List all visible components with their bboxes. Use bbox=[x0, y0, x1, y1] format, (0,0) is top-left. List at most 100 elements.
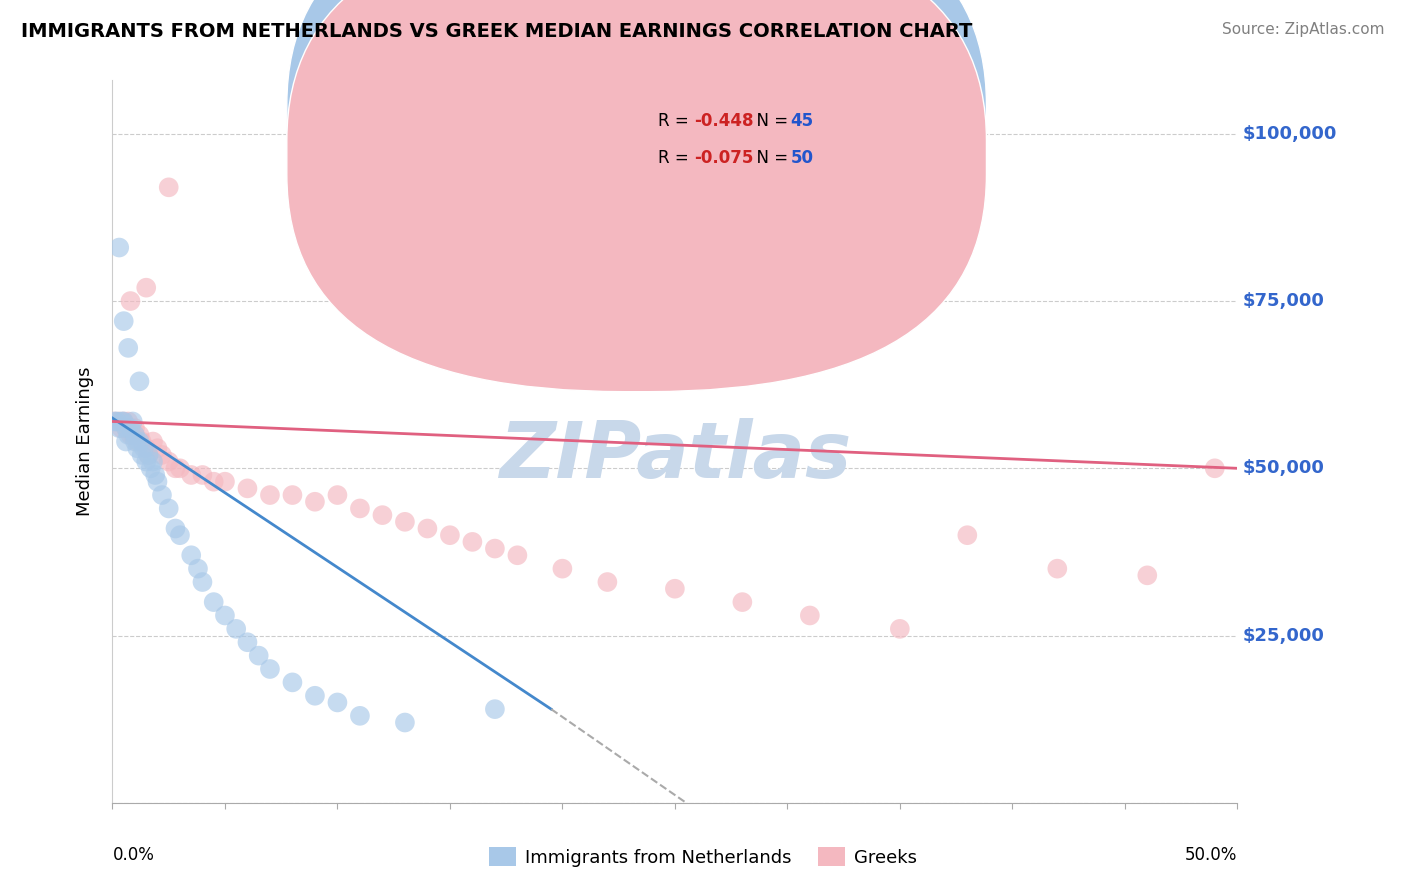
Point bbox=[131, 434, 153, 449]
Point bbox=[150, 448, 173, 462]
Point bbox=[236, 482, 259, 496]
Point bbox=[112, 414, 135, 428]
Point bbox=[128, 427, 150, 442]
Point bbox=[131, 448, 153, 462]
Text: N =: N = bbox=[745, 112, 793, 130]
Point bbox=[371, 508, 394, 523]
Point bbox=[259, 662, 281, 676]
Point bbox=[202, 475, 225, 489]
Point bbox=[143, 467, 166, 482]
Text: -0.075: -0.075 bbox=[695, 149, 754, 167]
Text: -0.448: -0.448 bbox=[695, 112, 754, 130]
Point bbox=[150, 488, 173, 502]
Point bbox=[187, 562, 209, 576]
Point bbox=[104, 414, 127, 428]
Point bbox=[135, 281, 157, 295]
Point bbox=[165, 521, 187, 535]
Point bbox=[120, 293, 142, 308]
Text: Source: ZipAtlas.com: Source: ZipAtlas.com bbox=[1222, 22, 1385, 37]
Point bbox=[165, 461, 187, 475]
Point bbox=[108, 414, 131, 428]
Point bbox=[202, 595, 225, 609]
Point bbox=[225, 622, 247, 636]
Point bbox=[731, 595, 754, 609]
Text: N =: N = bbox=[745, 149, 793, 167]
Point bbox=[484, 702, 506, 716]
Point bbox=[956, 528, 979, 542]
Text: 50: 50 bbox=[790, 149, 814, 167]
Point bbox=[117, 341, 139, 355]
Point bbox=[157, 454, 180, 469]
Point bbox=[484, 541, 506, 556]
Point bbox=[108, 421, 131, 435]
Point bbox=[551, 562, 574, 576]
Text: R =: R = bbox=[658, 149, 695, 167]
Point bbox=[124, 421, 146, 435]
Point bbox=[191, 575, 214, 590]
Point bbox=[139, 461, 162, 475]
Point bbox=[506, 548, 529, 563]
Point bbox=[349, 501, 371, 516]
Text: ZIPatlas: ZIPatlas bbox=[499, 418, 851, 494]
Point bbox=[326, 696, 349, 710]
Point bbox=[191, 467, 214, 482]
Legend: Immigrants from Netherlands, Greeks: Immigrants from Netherlands, Greeks bbox=[481, 840, 925, 874]
Point bbox=[157, 180, 180, 194]
Point bbox=[124, 434, 146, 449]
Point bbox=[169, 461, 191, 475]
Point bbox=[115, 434, 138, 449]
Point bbox=[1046, 562, 1069, 576]
Point bbox=[416, 521, 439, 535]
Text: $100,000: $100,000 bbox=[1243, 125, 1337, 143]
Point bbox=[138, 448, 160, 462]
Point bbox=[124, 427, 146, 442]
FancyBboxPatch shape bbox=[287, 0, 987, 392]
Text: $25,000: $25,000 bbox=[1243, 626, 1324, 645]
Point bbox=[349, 708, 371, 723]
Text: 45: 45 bbox=[790, 112, 814, 130]
Point bbox=[247, 648, 270, 663]
Point bbox=[128, 375, 150, 389]
Point bbox=[394, 715, 416, 730]
FancyBboxPatch shape bbox=[602, 91, 866, 189]
Point bbox=[120, 427, 142, 442]
Point bbox=[127, 434, 149, 449]
Point bbox=[799, 608, 821, 623]
Point bbox=[394, 515, 416, 529]
Point bbox=[138, 448, 160, 462]
Point bbox=[214, 608, 236, 623]
Text: $50,000: $50,000 bbox=[1243, 459, 1324, 477]
Point bbox=[142, 454, 165, 469]
Y-axis label: Median Earnings: Median Earnings bbox=[76, 367, 94, 516]
Point bbox=[127, 441, 149, 455]
Text: 0.0%: 0.0% bbox=[112, 847, 155, 864]
Point bbox=[121, 427, 143, 442]
Point bbox=[169, 528, 191, 542]
Point bbox=[1136, 568, 1159, 582]
Text: IMMIGRANTS FROM NETHERLANDS VS GREEK MEDIAN EARNINGS CORRELATION CHART: IMMIGRANTS FROM NETHERLANDS VS GREEK MED… bbox=[21, 22, 973, 41]
Point bbox=[142, 434, 165, 449]
Point bbox=[281, 675, 304, 690]
Point bbox=[304, 494, 326, 508]
Point bbox=[664, 582, 686, 596]
Point bbox=[281, 488, 304, 502]
Point bbox=[157, 501, 180, 516]
Point bbox=[214, 475, 236, 489]
Text: R =: R = bbox=[658, 112, 695, 130]
Point bbox=[146, 475, 169, 489]
Point bbox=[115, 421, 138, 435]
Point bbox=[439, 528, 461, 542]
Point bbox=[135, 454, 157, 469]
Point bbox=[121, 414, 143, 428]
Point bbox=[117, 427, 139, 442]
Point bbox=[135, 441, 157, 455]
FancyBboxPatch shape bbox=[287, 0, 987, 356]
Point bbox=[146, 441, 169, 455]
Point bbox=[889, 622, 911, 636]
Point bbox=[236, 635, 259, 649]
Point bbox=[110, 421, 132, 435]
Point bbox=[104, 414, 127, 428]
Text: 50.0%: 50.0% bbox=[1185, 847, 1237, 864]
Point bbox=[326, 488, 349, 502]
Point bbox=[105, 414, 128, 428]
